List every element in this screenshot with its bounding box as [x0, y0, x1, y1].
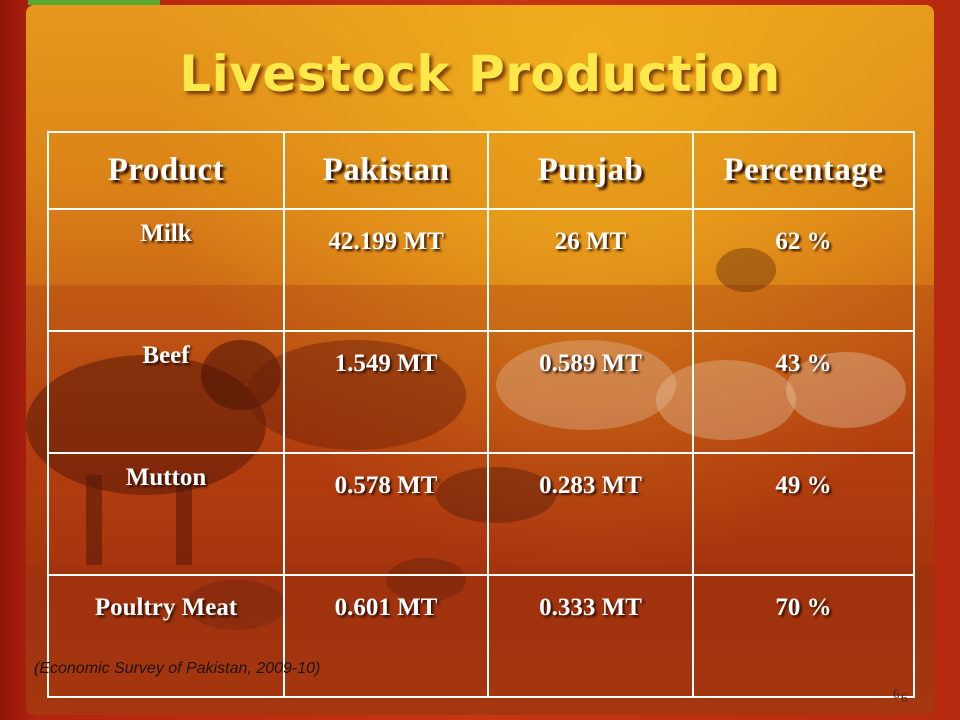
page-title: Livestock Production: [179, 45, 781, 103]
slide-number-text: 6: [893, 686, 900, 701]
table-row: Poultry Meat 0.601 MT 0.333 MT 70 %: [47, 574, 915, 698]
percentage-cell: 70 %: [692, 574, 915, 698]
pakistan-cell: 0.578 MT: [283, 452, 489, 576]
product-cell: Poultry Meat: [47, 574, 285, 698]
product-cell: Mutton: [47, 452, 285, 576]
punjab-cell: 0.283 MT: [487, 452, 694, 576]
column-header-punjab: Punjab: [487, 131, 694, 210]
punjab-cell: 0.589 MT: [487, 330, 694, 454]
table-row: Milk 42.199 MT 26 MT 62 %: [47, 208, 915, 332]
slide-number: 6 6: [893, 686, 908, 705]
livestock-table: Product Pakistan Punjab Percentage Milk …: [47, 131, 915, 698]
table-header-row: Product Pakistan Punjab Percentage: [47, 131, 915, 210]
percentage-cell: 49 %: [692, 452, 915, 576]
product-cell: Beef: [47, 330, 285, 454]
punjab-cell: 0.333 MT: [487, 574, 694, 698]
source-note: (Economic Survey of Pakistan, 2009-10): [34, 660, 321, 677]
pakistan-cell: 0.601 MT: [283, 574, 489, 698]
slide-number-shadow-text: 6: [901, 690, 908, 705]
column-header-pakistan: Pakistan: [283, 131, 489, 210]
column-header-product: Product: [47, 131, 285, 210]
punjab-cell: 26 MT: [487, 208, 694, 332]
percentage-cell: 62 %: [692, 208, 915, 332]
table-row: Beef 1.549 MT 0.589 MT 43 %: [47, 330, 915, 454]
pakistan-cell: 1.549 MT: [283, 330, 489, 454]
pakistan-cell: 42.199 MT: [283, 208, 489, 332]
product-cell: Milk: [47, 208, 285, 332]
accent-bar: [28, 0, 160, 5]
column-header-percentage: Percentage: [692, 131, 915, 210]
percentage-cell: 43 %: [692, 330, 915, 454]
table-row: Mutton 0.578 MT 0.283 MT 49 %: [47, 452, 915, 576]
